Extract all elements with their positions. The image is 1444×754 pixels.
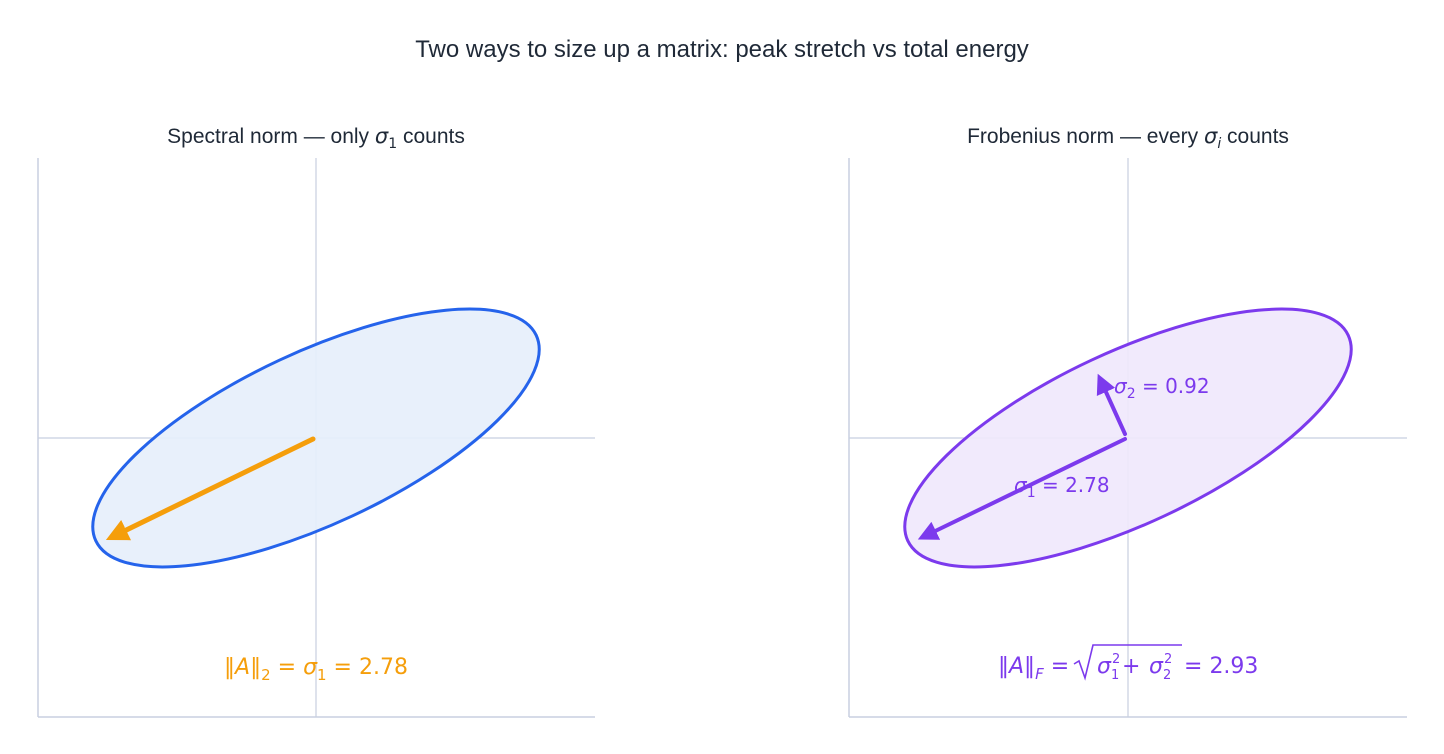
svg-text:σ2: σ2 <box>1149 652 1172 679</box>
spectral-ellipse <box>91 307 541 569</box>
spectral-panel-title: Spectral norm — only σ1 counts <box>167 124 465 152</box>
frobenius-ellipse <box>903 307 1353 569</box>
svg-text:σ2: σ2 <box>1097 652 1120 679</box>
spectral-panel: Spectral norm — only σ1 counts ‖A‖2 = σ1… <box>37 124 595 718</box>
figure-title: Two ways to size up a matrix: peak stret… <box>415 36 1029 63</box>
frobenius-norm-formula: ‖A‖F = σ2 1 + σ2 2 = 2.93 <box>998 644 1258 683</box>
svg-text:1: 1 <box>1111 668 1119 683</box>
spectral-sigma1-vector <box>105 436 316 541</box>
frobenius-sigma2-label: σ2 = 0.92 <box>1114 374 1210 402</box>
frobenius-sigma1-vector <box>917 437 1127 540</box>
frobenius-sigma2-vector <box>1096 373 1127 436</box>
frobenius-sigma1-label: σ1 = 2.78 <box>1014 473 1110 501</box>
svg-text:= 2.93: = 2.93 <box>1184 654 1258 679</box>
frobenius-radical-sign <box>1073 644 1182 681</box>
frobenius-panel-title: Frobenius norm — every σi counts <box>967 124 1289 152</box>
frobenius-panel: Frobenius norm — every σi counts σ1 = 2.… <box>848 124 1407 718</box>
svg-text:‖A‖F =: ‖A‖F = <box>998 654 1069 683</box>
svg-text:2: 2 <box>1163 668 1171 683</box>
spectral-norm-formula: ‖A‖2 = σ1 = 2.78 <box>224 655 408 684</box>
svg-text:+: + <box>1122 654 1140 679</box>
